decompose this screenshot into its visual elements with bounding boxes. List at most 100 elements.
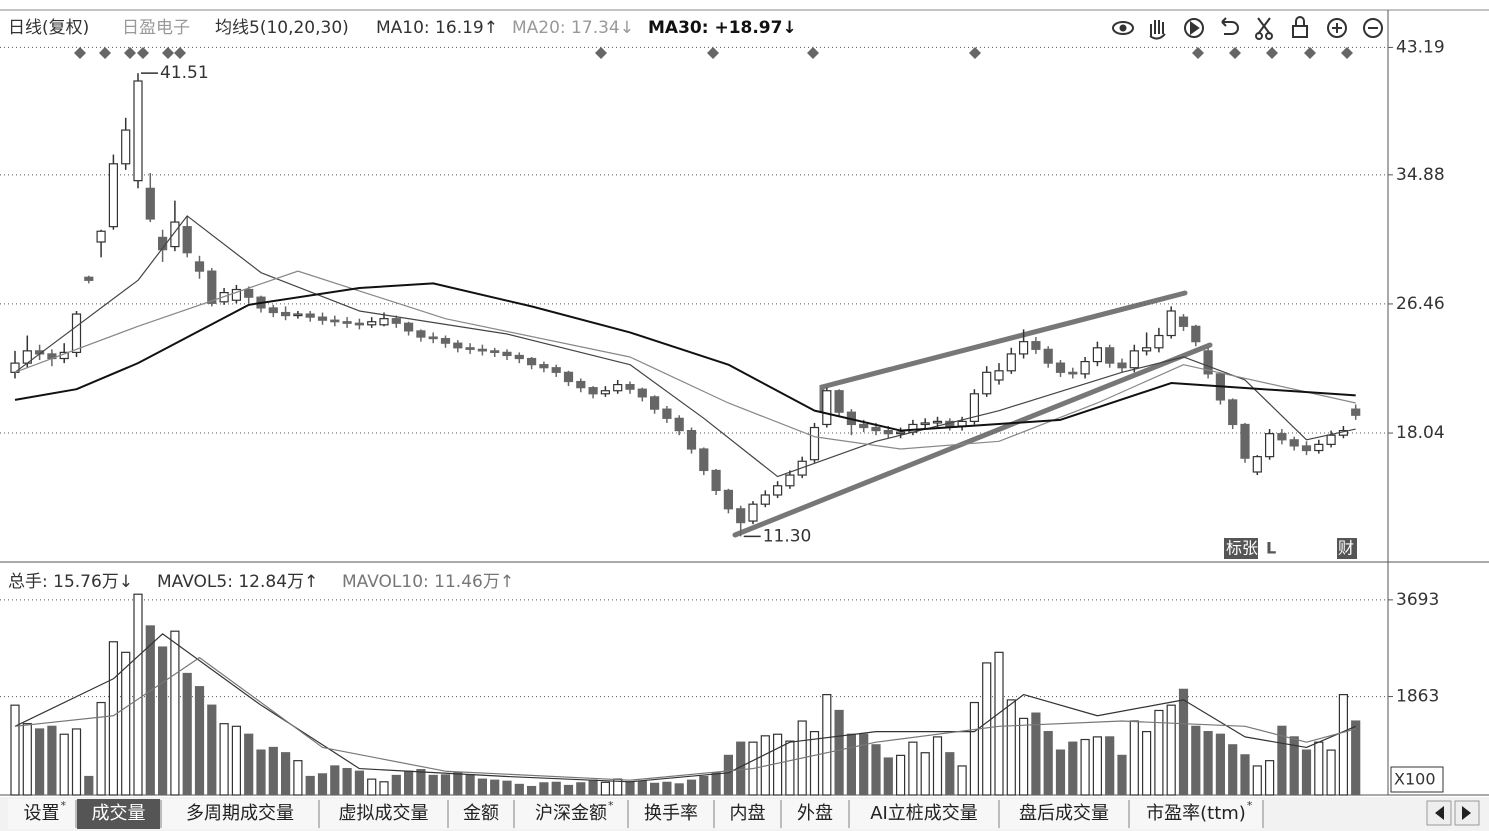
candle-body (809, 426, 820, 461)
volume-bar (846, 733, 857, 796)
candle-body (1166, 310, 1176, 337)
candle-body (785, 474, 795, 487)
y-tick-label: 34.88 (1396, 165, 1445, 185)
play-icon[interactable] (1184, 18, 1204, 38)
volume-bar (465, 774, 475, 796)
volume-bar (440, 774, 451, 796)
volume-bar (96, 701, 106, 796)
candle-body (514, 354, 524, 360)
eye-icon[interactable] (1112, 21, 1134, 35)
volume-bar (662, 781, 672, 796)
tab[interactable] (850, 799, 998, 829)
candle-body (613, 383, 623, 392)
annotation-label: 11.30 (763, 526, 812, 546)
zoom-out-icon[interactable] (1363, 18, 1383, 38)
candle-body (686, 429, 697, 450)
candle-body (1240, 423, 1250, 459)
volume-bar (1215, 733, 1226, 796)
volume-bar (133, 593, 143, 796)
period-label: 日线(复权) (8, 18, 89, 38)
volume-bar (391, 774, 401, 796)
event-marker (1229, 47, 1241, 59)
volume-bar (305, 775, 315, 796)
candle-body (428, 336, 438, 340)
volume-bar (1314, 741, 1324, 796)
tab-label: 成交量 (92, 803, 146, 824)
candle-body (194, 261, 205, 272)
candle-body (1141, 347, 1152, 352)
tab-label: 设置 (24, 803, 60, 824)
candle-body (1105, 347, 1115, 364)
tab[interactable] (8, 799, 75, 829)
lock-icon[interactable] (1292, 25, 1308, 38)
candle-body (637, 388, 647, 398)
tag-box (1337, 538, 1357, 559)
volume-bar (502, 780, 512, 796)
candle-body (1117, 362, 1127, 369)
volume-bar (330, 765, 340, 796)
candle-body (723, 489, 734, 510)
candle-body (281, 311, 291, 317)
tab[interactable] (629, 799, 713, 829)
tab[interactable] (715, 799, 780, 829)
candle-body (576, 380, 586, 389)
volume-bar (551, 781, 561, 796)
volume-bar (563, 784, 574, 796)
tab[interactable] (1130, 799, 1262, 829)
cut-icon[interactable] (1257, 17, 1271, 35)
volume-bar (158, 646, 168, 796)
volume-bar (1043, 730, 1053, 796)
undo-icon[interactable] (1221, 17, 1239, 35)
volume-bar (379, 781, 389, 796)
tab[interactable] (782, 799, 848, 829)
volume-bar (1301, 749, 1312, 796)
volume-bar (207, 704, 217, 796)
tab[interactable] (515, 799, 627, 829)
zoom-in-icon[interactable] (1327, 18, 1347, 38)
tab-label: AI立桩成交量 (870, 803, 978, 824)
volume-bar (1351, 720, 1361, 796)
tab-badge: * (61, 799, 67, 812)
tabs: 设置 * 成交量 多周期成交量 虚拟成交量 金额 沪深金额 * 换手率 内盘 外盘 AI立桩成交量 盘后… (8, 799, 1264, 829)
toolbar[interactable] (1112, 16, 1383, 40)
volume-bar (772, 733, 783, 796)
candle-body (883, 429, 893, 435)
arrow-left (1435, 806, 1444, 820)
volume-header: 总手: 15.76万↓ MAVOL5: 12.84万↑ MAVOL10: 11.… (8, 572, 514, 592)
candle-body (625, 383, 635, 390)
volume-bar (1141, 730, 1152, 796)
volume-bar (1129, 720, 1139, 796)
candle-body (1314, 443, 1324, 452)
event-marker (162, 47, 174, 59)
candle-body (1043, 348, 1053, 364)
volume-bar (994, 651, 1004, 796)
candle-body (969, 393, 980, 422)
tab[interactable] (162, 799, 318, 829)
candle-body (133, 80, 143, 182)
candle-body (760, 494, 770, 505)
volume-bar (231, 725, 241, 796)
volume-bar (1252, 765, 1262, 796)
volume-bar (354, 770, 364, 796)
candle-body (391, 318, 401, 324)
tab[interactable] (1000, 799, 1128, 829)
moving-average-line (14, 633, 1356, 783)
volume-bar (1326, 749, 1336, 796)
volume-bar (711, 772, 721, 796)
candle-body (182, 226, 192, 254)
volume-bar (945, 752, 955, 796)
candle-body (440, 337, 451, 344)
tab[interactable] (449, 799, 513, 829)
candle-body (699, 448, 709, 472)
volume-bar (71, 728, 82, 796)
hand-icon[interactable] (1149, 20, 1166, 40)
tab[interactable] (320, 799, 447, 829)
candle-body (932, 420, 943, 424)
tab[interactable] (77, 799, 160, 829)
candle-body (453, 342, 463, 349)
candle-body (1252, 456, 1262, 473)
event-marker (707, 47, 719, 59)
volume-bar (1031, 712, 1041, 796)
volume-bar (625, 781, 635, 796)
